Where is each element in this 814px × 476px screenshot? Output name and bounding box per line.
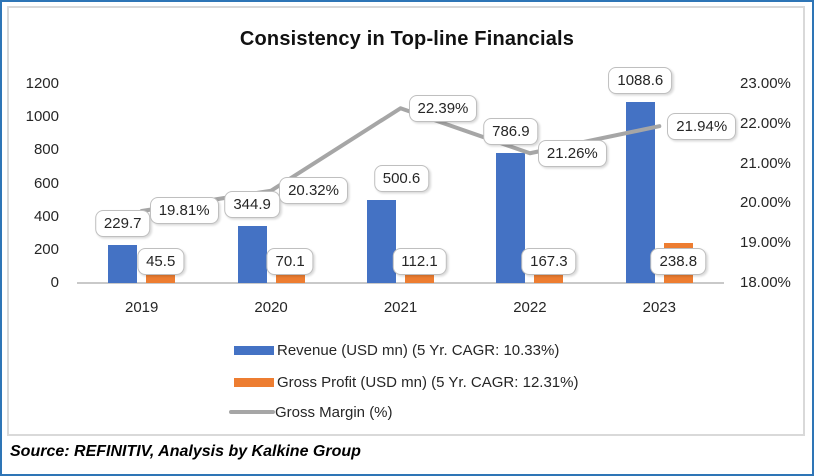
revenue-label-2020: 344.9 (224, 190, 280, 218)
source-note: Source: REFINITIV, Analysis by Kalkine G… (10, 443, 361, 460)
legend-label-revenue: Revenue (USD mn) (5 Yr. CAGR: 10.33%) (277, 341, 560, 359)
legend-label-gross-margin: Gross Margin (%) (275, 403, 393, 421)
revenue-bar-2021 (367, 199, 396, 283)
x-axis-label-2020: 2020 (254, 299, 288, 316)
right-axis-tick: 19.00% (740, 234, 791, 252)
legend-label-gross-profit: Gross Profit (USD mn) (5 Yr. CAGR: 12.31… (277, 373, 579, 391)
left-axis-tick: 200 (33, 240, 59, 258)
x-axis-label-2023: 2023 (642, 299, 676, 316)
left-axis-tick: 400 (33, 207, 59, 225)
x-axis-label-2019: 2019 (125, 299, 159, 316)
gross-profit-label-2021: 112.1 (392, 248, 447, 275)
right-axis-tick: 21.00% (740, 154, 791, 172)
x-axis-line (77, 282, 724, 284)
revenue-label-2021: 500.6 (373, 164, 430, 192)
x-axis-label-2022: 2022 (513, 299, 547, 316)
gross-profit-bar-2019 (146, 275, 176, 283)
right-axis-tick: 20.00% (740, 194, 791, 212)
gross-profit-label-2023: 238.8 (650, 248, 707, 275)
right-axis-tick: 18.00% (740, 274, 791, 291)
revenue-label-2019: 229.7 (94, 209, 151, 237)
x-axis-label-2021: 2021 (383, 299, 418, 316)
left-axis-tick: 0 (50, 274, 59, 291)
gross-profit-label-2019: 45.5 (137, 248, 185, 275)
legend-item-gross-margin: Gross Margin (%) (229, 403, 393, 421)
gross-margin-label-2020: 20.32% (279, 177, 348, 205)
gross-profit-label-2022: 167.3 (521, 248, 577, 275)
legend-swatch-revenue (234, 345, 274, 355)
left-axis-tick: 1200 (25, 75, 59, 92)
chart-title: Consistency in Top-line Financials (239, 28, 575, 50)
gross-profit-bar-2020 (275, 271, 305, 283)
gross-margin-label-2022: 21.26% (537, 139, 607, 167)
gross-margin-label-2019: 19.81% (149, 197, 219, 225)
left-axis-tick: 800 (33, 141, 59, 159)
right-axis-tick: 22.00% (740, 114, 791, 132)
right-axis-tick: 23.00% (740, 75, 791, 92)
legend-swatch-gross-margin (229, 410, 275, 414)
gross-margin-label-2021: 22.39% (408, 94, 478, 122)
legend-item-revenue: Revenue (USD mn) (5 Yr. CAGR: 10.33%) (234, 341, 559, 359)
revenue-bar-2019 (108, 244, 138, 283)
gross-margin-label-2023: 21.94% (667, 112, 737, 140)
revenue-bar-2020 (237, 225, 267, 283)
gross-profit-label-2020: 70.1 (266, 248, 314, 275)
legend-swatch-gross-profit (234, 377, 274, 387)
left-axis-tick: 600 (33, 174, 59, 192)
legend-item-gross-profit: Gross Profit (USD mn) (5 Yr. CAGR: 12.31… (234, 373, 578, 391)
revenue-label-2023: 1088.6 (608, 67, 673, 95)
revenue-label-2022: 786.9 (483, 117, 539, 145)
left-axis-tick: 1000 (25, 108, 59, 126)
